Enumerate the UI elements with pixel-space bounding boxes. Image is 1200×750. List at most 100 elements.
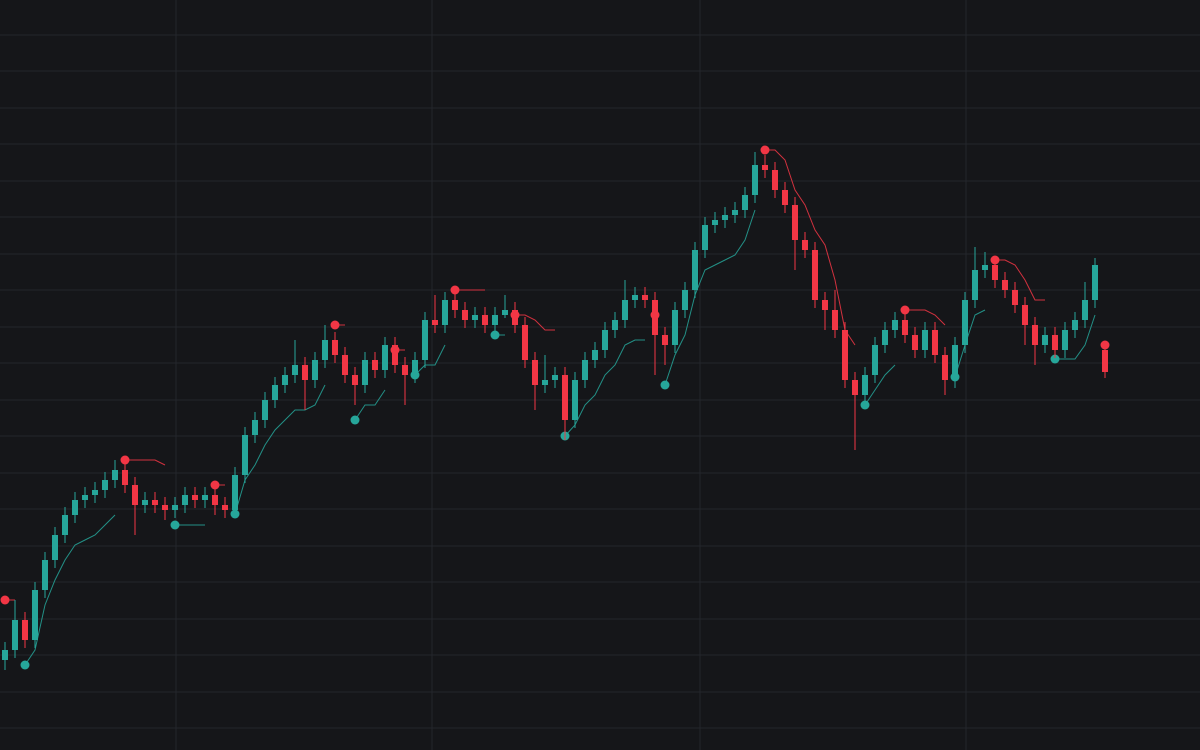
stop-line <box>905 309 946 326</box>
candle-body <box>282 375 288 385</box>
candle <box>762 155 768 178</box>
candle <box>882 322 888 353</box>
candle-body <box>112 470 118 480</box>
candle-body <box>782 190 788 205</box>
candle-body <box>642 295 648 300</box>
candle <box>712 212 718 233</box>
candle-body <box>222 505 228 510</box>
candle-body <box>802 240 808 250</box>
stop-line <box>515 314 555 331</box>
candle-body <box>882 330 888 345</box>
stop-line <box>765 149 856 346</box>
candle-body <box>292 365 298 375</box>
candle-body <box>852 380 858 395</box>
candle <box>742 187 748 218</box>
candle <box>312 352 318 388</box>
candle-body <box>872 345 878 375</box>
candle-body <box>1042 335 1048 345</box>
signal-dot <box>0 595 10 605</box>
candle <box>1022 297 1028 345</box>
candle <box>562 367 568 440</box>
candle <box>622 280 628 328</box>
candle-body <box>302 365 308 380</box>
candle <box>122 462 128 493</box>
candle-body <box>752 165 758 195</box>
candle-body <box>942 355 948 380</box>
signal-dot <box>490 330 500 340</box>
candle-body <box>192 495 198 500</box>
candle-body <box>22 620 28 640</box>
candle <box>942 347 948 395</box>
candle <box>362 352 368 393</box>
candle-body <box>1072 320 1078 330</box>
candle-body <box>682 290 688 310</box>
candle-body <box>382 345 388 370</box>
signal-dot <box>900 305 910 315</box>
candle <box>992 257 998 288</box>
candle <box>1082 282 1088 328</box>
candle <box>292 340 298 383</box>
candle <box>872 337 878 383</box>
candle <box>412 352 418 383</box>
candle <box>442 292 448 333</box>
stop-line <box>125 459 166 466</box>
stop-line <box>564 339 645 437</box>
stop-line <box>995 259 1045 301</box>
candle <box>452 292 458 318</box>
candle-body <box>332 340 338 355</box>
candle-body <box>232 475 238 510</box>
candle <box>112 460 118 488</box>
candle-body <box>1052 335 1058 350</box>
candle <box>672 302 678 353</box>
candle <box>1092 258 1098 308</box>
candle-body <box>12 620 18 650</box>
candle-body <box>832 310 838 330</box>
signal-dot <box>350 415 360 425</box>
candle <box>152 492 158 513</box>
candle-body <box>972 270 978 300</box>
candle <box>1012 282 1018 313</box>
candle <box>602 322 608 358</box>
candle-body <box>312 360 318 380</box>
candle <box>102 472 108 498</box>
candle-body <box>662 335 668 345</box>
candle-body <box>82 495 88 500</box>
candle-body <box>922 330 928 350</box>
candle <box>972 247 978 308</box>
candle <box>222 497 228 518</box>
candle <box>572 372 578 428</box>
candle <box>862 367 868 403</box>
candle <box>1052 327 1058 358</box>
candle-body <box>212 495 218 505</box>
candle-body <box>412 360 418 375</box>
stop-line <box>954 309 986 378</box>
candle-body <box>172 505 178 510</box>
stop-line <box>24 514 116 666</box>
candle-body <box>122 470 128 485</box>
candle <box>462 302 468 328</box>
candle-body <box>632 295 638 300</box>
candle <box>1102 345 1108 378</box>
candle-body <box>892 320 898 330</box>
candle <box>482 307 488 333</box>
stop-line <box>414 344 446 376</box>
candle <box>822 292 828 330</box>
candle <box>322 325 328 368</box>
candle <box>702 217 708 258</box>
candle <box>142 492 148 513</box>
candle-body <box>132 485 138 505</box>
candle-body <box>272 385 278 400</box>
candle-body <box>152 500 158 505</box>
candle <box>32 582 38 648</box>
candle-body <box>372 360 378 370</box>
candle <box>1042 327 1048 353</box>
candle-body <box>862 375 868 395</box>
candle <box>792 197 798 270</box>
stop-line <box>234 384 326 515</box>
candle-body <box>702 225 708 250</box>
candle-body <box>1022 305 1028 325</box>
candle-body <box>42 560 48 590</box>
candle <box>72 492 78 523</box>
